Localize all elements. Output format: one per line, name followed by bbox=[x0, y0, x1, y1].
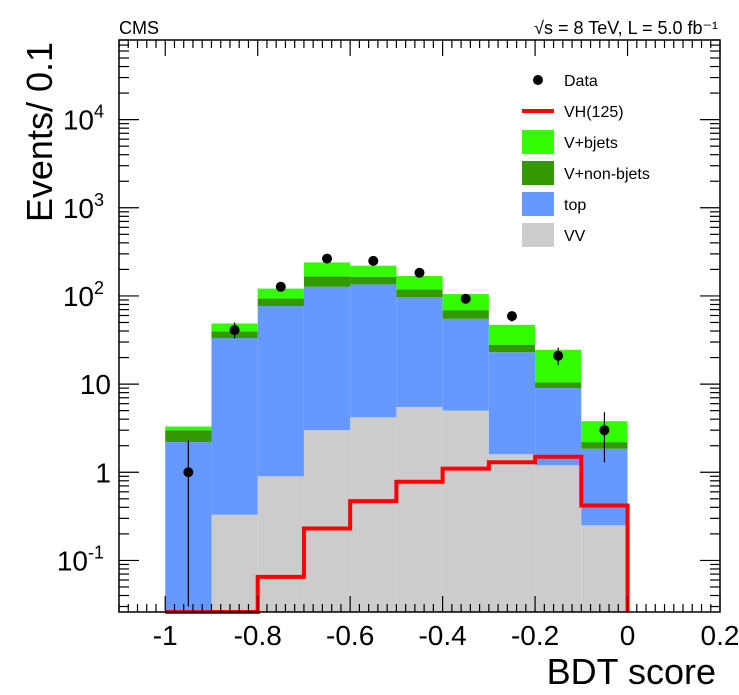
legend-label-v-bjets: V+bjets bbox=[564, 135, 618, 152]
axes: -1 -0.8 -0.6 -0.4 -0.2 0 0.2 10-1 1 10 102 103 104 bbox=[57, 39, 739, 651]
data-point-1 bbox=[229, 325, 240, 336]
y-axis-label: Events/ 0.1 bbox=[19, 42, 60, 222]
y-tick-label: 103 bbox=[63, 190, 104, 224]
bar-vv-bin-5 bbox=[396, 406, 443, 612]
bar-vv-bin-4 bbox=[350, 417, 397, 612]
bar-vv-bin-1 bbox=[211, 514, 258, 612]
legend-box-v-bjets bbox=[522, 130, 554, 154]
bar-v-non-bjets-bin-4 bbox=[350, 276, 397, 285]
plot-frame bbox=[118, 39, 721, 613]
data-point-0 bbox=[183, 467, 194, 478]
legend-label-vh-125-: VH(125) bbox=[564, 104, 624, 121]
data-point-7 bbox=[506, 311, 517, 322]
x-tick-label: -1 bbox=[153, 620, 178, 651]
x-tick-label: 0 bbox=[620, 620, 636, 651]
legend-label-vv: VV bbox=[564, 228, 586, 245]
legend-marker-data bbox=[533, 75, 543, 85]
legend: Data VH(125) V+bjets V+non-bjets top VV bbox=[522, 73, 650, 247]
bar-top-bin-2 bbox=[257, 305, 304, 477]
bar-v-bjets-bin-7 bbox=[488, 324, 536, 345]
bar-v-bjets-bin-4 bbox=[350, 265, 397, 277]
y-tick-label: 102 bbox=[63, 278, 104, 312]
data-point-2 bbox=[275, 281, 286, 292]
bar-top-bin-6 bbox=[442, 318, 489, 411]
y-tick-label: 10 bbox=[80, 369, 111, 400]
x-axis-label: BDT score bbox=[547, 651, 716, 692]
cms-label: CMS bbox=[119, 18, 159, 38]
bar-vv-bin-6 bbox=[442, 410, 489, 612]
data-point-5 bbox=[414, 267, 425, 278]
bar-v-bjets-bin-2 bbox=[257, 288, 304, 299]
stacked-backgrounds bbox=[165, 262, 628, 612]
signal-vh125-line bbox=[165, 454, 630, 614]
bar-top-bin-1 bbox=[211, 338, 258, 515]
y-tick-label: 1 bbox=[95, 457, 111, 488]
bar-v-non-bjets-bin-2 bbox=[257, 298, 304, 306]
legend-label-v-non-bjets: V+non-bjets bbox=[564, 166, 650, 183]
legend-box-vv bbox=[522, 223, 554, 247]
bar-v-non-bjets-bin-3 bbox=[303, 276, 351, 287]
legend-box-v-non-bjets bbox=[522, 161, 554, 185]
bar-vv-bin-8 bbox=[535, 465, 582, 612]
bar-v-bjets-bin-3 bbox=[303, 262, 351, 277]
bar-v-bjets-bin-0 bbox=[165, 426, 212, 431]
y-tick-label: 104 bbox=[63, 102, 104, 136]
y-tick-label: 10-1 bbox=[57, 542, 104, 576]
bar-top-bin-4 bbox=[350, 284, 397, 418]
bar-top-bin-5 bbox=[396, 297, 443, 407]
bar-top-bin-7 bbox=[488, 352, 536, 455]
energy-luminosity-label: √s = 8 TeV, L = 5.0 fb⁻¹ bbox=[534, 18, 718, 38]
bar-top-bin-8 bbox=[535, 388, 582, 466]
bar-v-non-bjets-bin-8 bbox=[535, 382, 582, 389]
legend-label-top: top bbox=[564, 197, 586, 214]
data-point-9 bbox=[599, 425, 610, 436]
x-tick-label: -0.4 bbox=[418, 620, 466, 651]
data-point-6 bbox=[460, 293, 471, 304]
x-tick-label: 0.2 bbox=[701, 620, 739, 651]
bar-vv-bin-2 bbox=[257, 476, 304, 612]
bar-vv-bin-7 bbox=[488, 454, 536, 612]
x-tick-label: -0.6 bbox=[326, 620, 374, 651]
bar-v-non-bjets-bin-5 bbox=[396, 289, 443, 298]
x-tick-label: -0.2 bbox=[511, 620, 559, 651]
data-point-4 bbox=[368, 255, 379, 266]
legend-label-data: Data bbox=[564, 73, 598, 90]
bar-vv-bin-9 bbox=[581, 525, 628, 612]
legend-box-top bbox=[522, 192, 554, 216]
data-point-3 bbox=[322, 253, 333, 264]
signal-histogram bbox=[165, 454, 630, 614]
bar-vv-bin-3 bbox=[303, 430, 351, 612]
data-points bbox=[183, 253, 610, 607]
bar-top-bin-3 bbox=[303, 286, 351, 431]
bar-v-bjets-bin-5 bbox=[396, 275, 443, 290]
bar-v-non-bjets-bin-7 bbox=[488, 344, 536, 353]
data-point-8 bbox=[553, 350, 564, 361]
bar-v-non-bjets-bin-6 bbox=[442, 310, 489, 319]
bar-v-non-bjets-bin-0 bbox=[165, 430, 212, 443]
x-tick-label: -0.8 bbox=[234, 620, 282, 651]
